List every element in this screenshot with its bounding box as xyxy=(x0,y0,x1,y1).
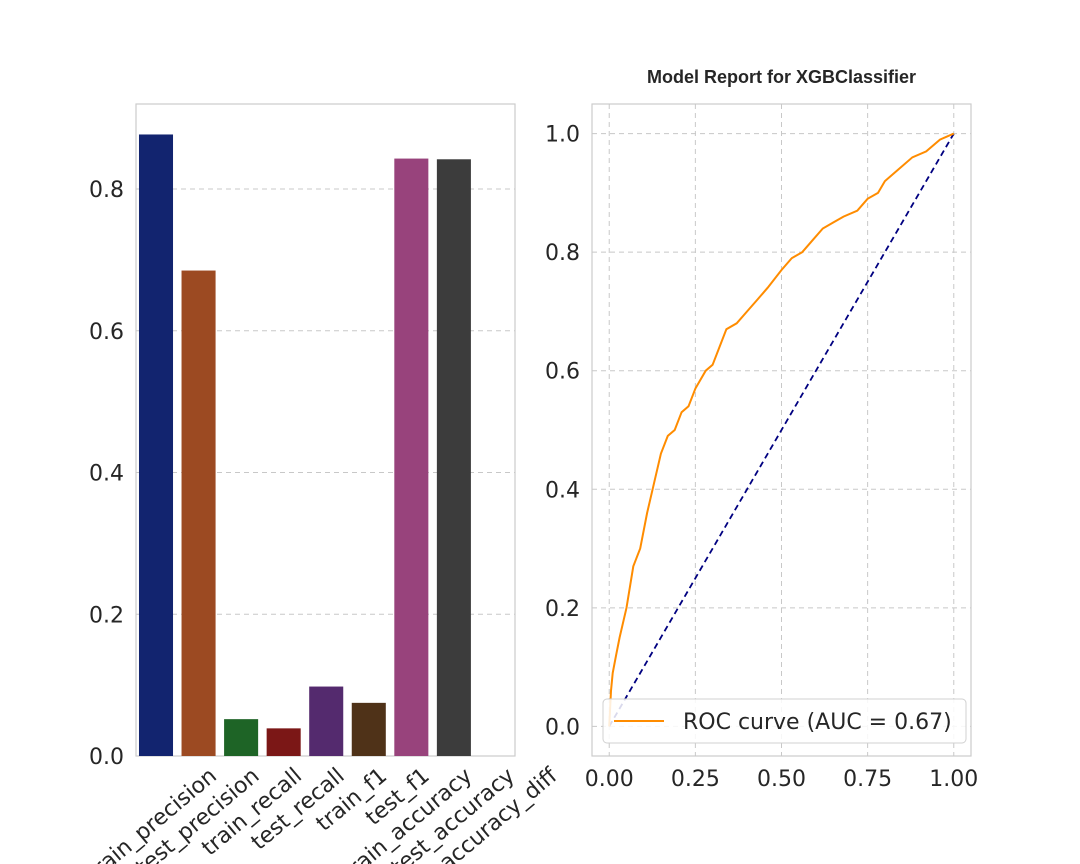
y-tick-label: 0.8 xyxy=(89,178,124,203)
y-tick-label: 0.4 xyxy=(545,478,580,503)
x-tick-label: 0.75 xyxy=(843,767,892,792)
bar-test_f1 xyxy=(351,702,386,756)
chance-line xyxy=(608,133,955,727)
y-tick-label: 1.0 xyxy=(545,123,580,148)
x-tick-label: 0.00 xyxy=(585,767,634,792)
y-tick-label: 0.6 xyxy=(89,320,124,345)
x-tick-label: 0.25 xyxy=(671,767,720,792)
y-tick-label: 0.2 xyxy=(89,603,124,628)
bar-train_accuracy xyxy=(394,158,429,756)
bar-test_accuracy xyxy=(436,159,471,756)
y-tick-label: 0.8 xyxy=(545,241,580,266)
roc-chart-panel: Model Report for XGBClassifier 0.0 0.2 0.4 0… xyxy=(545,67,978,792)
roc-curve-line xyxy=(608,132,955,727)
legend: ROC curve (AUC = 0.67) xyxy=(602,698,967,744)
bar-chart-panel: 0.00.20.40.60.8train_precisiontest_preci… xyxy=(82,103,563,864)
bar-train_f1 xyxy=(309,686,344,756)
legend-box xyxy=(602,698,967,744)
y-tick-label: 0.0 xyxy=(545,715,580,740)
x-tick-label: 0.50 xyxy=(757,767,806,792)
x-tick-label: 1.00 xyxy=(929,767,978,792)
y-tick-label: 0.0 xyxy=(89,745,124,770)
legend-label: ROC curve (AUC = 0.67) xyxy=(683,710,952,735)
y-tick-label: 0.2 xyxy=(545,597,580,622)
bar-test_recall xyxy=(266,728,301,756)
bar-train_recall xyxy=(224,719,259,756)
y-tick-label: 0.4 xyxy=(89,462,124,487)
chart-title: Model Report for XGBClassifier xyxy=(647,67,916,87)
y-tick-label: 0.6 xyxy=(545,360,580,385)
bar-test_precision xyxy=(181,270,216,756)
bar-train_precision xyxy=(138,134,174,757)
